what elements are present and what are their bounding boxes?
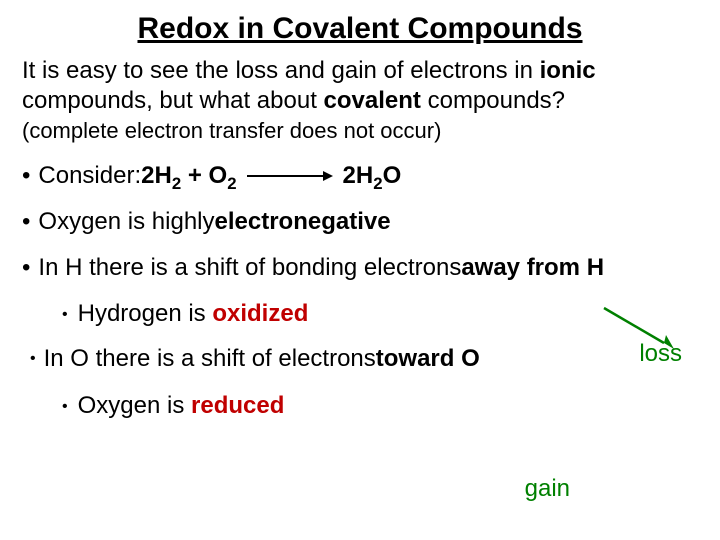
lhs-mid: + O: [181, 162, 227, 189]
lhs-sub2: 2: [227, 174, 236, 193]
intro-covalent: covalent: [324, 87, 421, 114]
o-red-b: reduced: [191, 392, 284, 419]
rhs-mid: O: [383, 162, 402, 189]
bullet-h-shift: • In H there is a shift of bonding elect…: [22, 254, 698, 282]
bullet-dot-icon: •: [22, 162, 30, 190]
oxygen-b: electronegative: [215, 208, 391, 236]
lhs-sub1: 2: [172, 174, 181, 193]
h-shift-b: away from H: [461, 254, 604, 282]
rhs-pre: 2H: [343, 162, 374, 189]
gain-annotation: gain: [525, 475, 570, 503]
bullet-dot-icon: •: [22, 254, 30, 282]
o-red-a: Oxygen is: [78, 392, 191, 419]
rhs-sub1: 2: [373, 174, 382, 193]
consider-label: Consider:: [38, 162, 141, 190]
reaction-arrow-icon: [245, 168, 333, 184]
bullet-consider: • Consider: 2H2 + O2 2H2O: [22, 162, 698, 190]
o-shift-b: toward O: [376, 345, 480, 373]
bullet-dot-icon: •: [22, 208, 30, 236]
sub-bullet-o-reduced: • Oxygen is reduced: [62, 392, 698, 422]
intro-p3: compounds, but what about: [22, 87, 324, 114]
equation-rhs: 2H2O: [343, 162, 402, 190]
loss-annotation: loss: [639, 340, 682, 368]
lhs-pre: 2H: [141, 162, 172, 189]
bullet-dot-icon: •: [30, 344, 36, 374]
intro-p1: It is easy to see the loss and gain of e…: [22, 57, 540, 84]
h-ox-b: oxidized: [212, 300, 308, 327]
intro-ionic: ionic: [540, 57, 596, 84]
intro-p5: compounds?: [421, 87, 565, 114]
bullet-dot-icon: •: [62, 300, 68, 330]
h-shift-a: In H there is a shift of bonding electro…: [38, 254, 461, 282]
o-shift-a: In O there is a shift of electrons: [44, 345, 376, 373]
bullet-electronegative: • Oxygen is highly electronegative: [22, 208, 698, 236]
bullet-dot-icon: •: [62, 392, 68, 422]
equation-lhs: 2H2 + O2: [141, 162, 236, 190]
slide-title: Redox in Covalent Compounds: [22, 12, 698, 46]
intro-text: It is easy to see the loss and gain of e…: [22, 56, 698, 116]
note-text: (complete electron transfer does not occ…: [22, 118, 698, 144]
h-ox-a: Hydrogen is: [78, 300, 213, 327]
oxygen-a: Oxygen is highly: [38, 208, 214, 236]
